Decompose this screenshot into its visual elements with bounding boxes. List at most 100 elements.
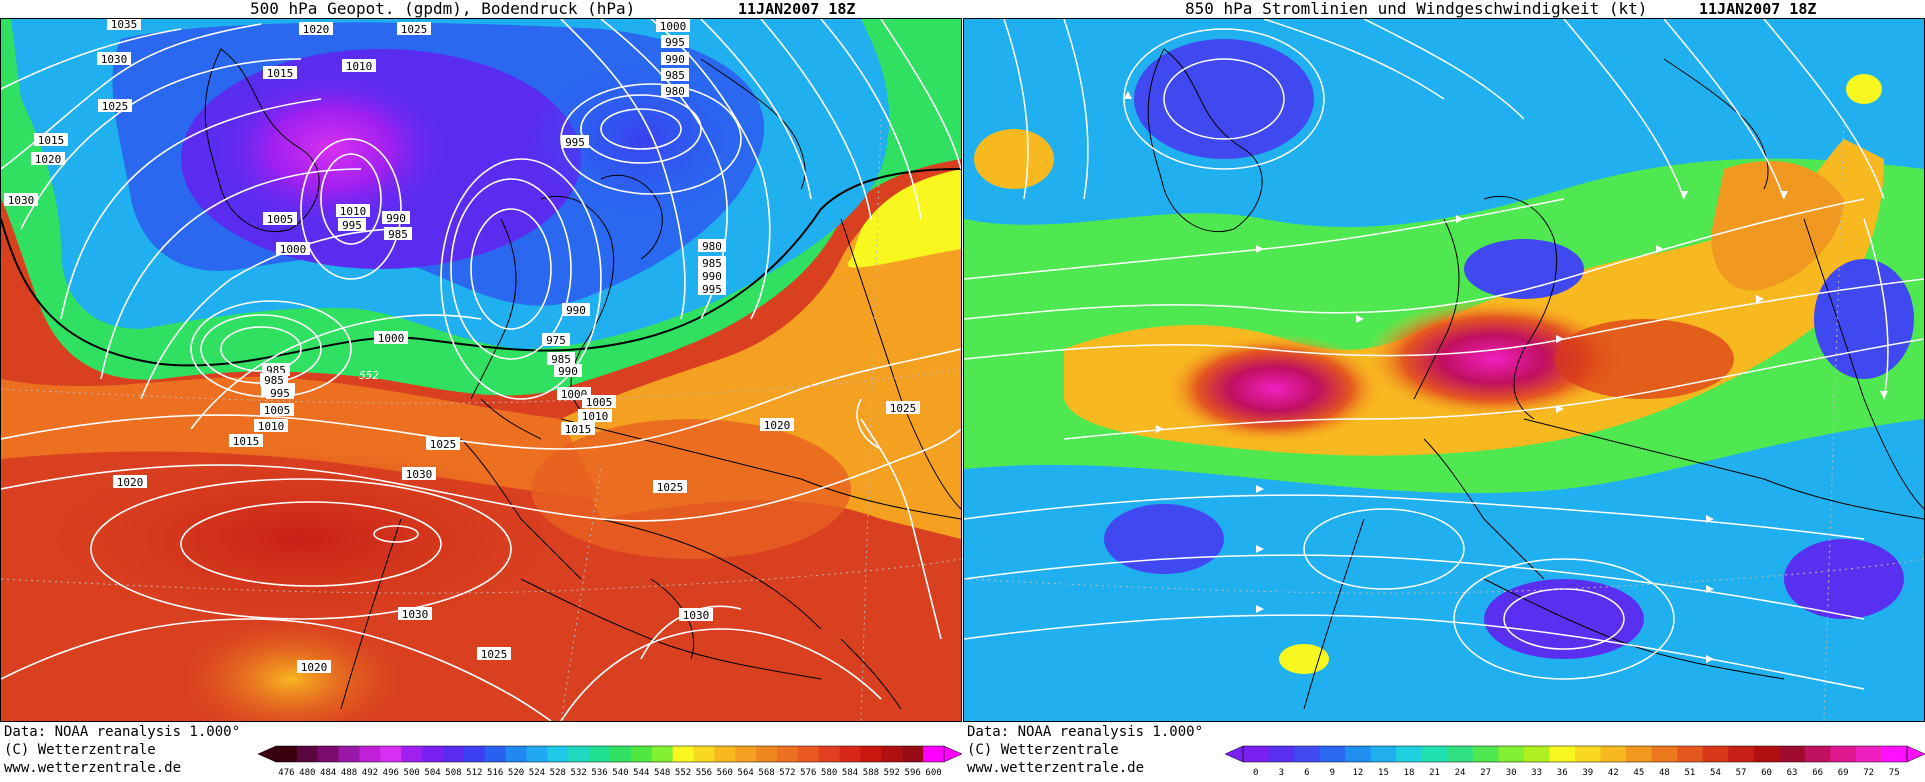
isobar-label: 1015 xyxy=(34,133,68,147)
isobar-label: 995 xyxy=(698,282,726,296)
isobar-label: 1010 xyxy=(336,204,370,218)
colorbar-tick-label: 504 xyxy=(424,768,440,778)
svg-text:1030: 1030 xyxy=(402,608,429,621)
colorbar-swatch xyxy=(568,746,590,762)
colorbar-tick-label: 48 xyxy=(1659,768,1670,778)
colorbar-swatch xyxy=(1702,746,1729,762)
colorbar-swatch xyxy=(1779,746,1806,762)
colorbar-tick-label: 488 xyxy=(341,768,357,778)
colorbar-tick-label: 27 xyxy=(1480,768,1491,778)
colorbar-swatch xyxy=(1728,746,1755,762)
colorbar-tick-label: 588 xyxy=(863,768,879,778)
geopotential-pressure-map: 1035 1020 1025 1000 995 990 985 980 1030… xyxy=(0,18,962,722)
svg-text:1000: 1000 xyxy=(561,388,588,401)
colorbar-swatch xyxy=(1804,746,1831,762)
isobar-label: 990 xyxy=(661,52,689,66)
svg-text:1025: 1025 xyxy=(890,402,917,415)
field-blue-low xyxy=(531,59,751,219)
website-link[interactable]: www.wetterzentrale.de xyxy=(4,760,182,776)
colorbar-swatch xyxy=(902,746,924,762)
wind-calm-4 xyxy=(1104,504,1224,574)
wind-jet-core-west xyxy=(1164,334,1384,444)
isobar-label: 1000 xyxy=(374,331,408,345)
colorbar-swatch xyxy=(1677,746,1704,762)
isobar-label: 1005 xyxy=(260,403,294,417)
colorbar-tick-label: 564 xyxy=(738,768,754,778)
colorbar-swatch xyxy=(1472,746,1499,762)
isobar-label: 1030 xyxy=(398,607,432,621)
colorbar-swatch xyxy=(359,746,381,762)
left-map-title: 500 hPa Geopot. (gpdm), Bodendruck (hPa) xyxy=(250,0,636,18)
field-yellow-band xyxy=(847,169,961,268)
colorbar-swatch xyxy=(672,746,694,762)
wind-jet-core-east xyxy=(1364,299,1624,419)
colorbar-swatch xyxy=(630,746,653,762)
colorbar-swatch xyxy=(1881,746,1908,762)
colorbar-tick-label: 600 xyxy=(925,768,941,778)
right-map-date: 11JAN2007 18Z xyxy=(1699,0,1817,18)
svg-text:995: 995 xyxy=(342,219,362,232)
data-source-text: Data: NOAA reanalysis 1.000° xyxy=(4,724,241,740)
svg-text:1010: 1010 xyxy=(582,410,609,423)
colorbar-swatch xyxy=(296,746,319,762)
colorbar-tick-label: 508 xyxy=(445,768,461,778)
colorbar-swatch xyxy=(380,746,402,762)
contour-552 xyxy=(1,168,961,367)
colorbar-swatch xyxy=(797,746,820,762)
colorbar-swatch xyxy=(1268,746,1295,762)
right-map-title: 850 hPa Stromlinien und Windgeschwindigk… xyxy=(1185,0,1648,18)
data-source-text: Data: NOAA reanalysis 1.000° xyxy=(967,724,1204,740)
colorbar-swatch xyxy=(1753,746,1780,762)
svg-text:1030: 1030 xyxy=(101,53,128,66)
svg-text:975: 975 xyxy=(546,334,566,347)
svg-text:1030: 1030 xyxy=(406,468,433,481)
colorbar-tick-label: 496 xyxy=(383,768,399,778)
graticule xyxy=(964,118,1924,721)
svg-text:995: 995 xyxy=(270,387,290,400)
website-link[interactable]: www.wetterzentrale.de xyxy=(967,760,1145,776)
colorbar-tick-label: 568 xyxy=(758,768,774,778)
field-mid-orange xyxy=(531,419,851,559)
isobar-label: 995 xyxy=(561,135,589,149)
svg-text:990: 990 xyxy=(702,270,722,283)
colorbar-tick-label: 36 xyxy=(1557,768,1568,778)
left-map-date: 11JAN2007 18Z xyxy=(738,0,856,18)
colorbar-swatch xyxy=(1830,746,1857,762)
isobar-label: 1015 xyxy=(263,66,297,80)
colorbar-tick-label: 66 xyxy=(1812,768,1823,778)
colorbar-tick-label: 556 xyxy=(696,768,712,778)
streamline-arrows xyxy=(1124,91,1888,663)
colorbar-tick-label: 528 xyxy=(550,768,566,778)
svg-text:995: 995 xyxy=(702,283,722,296)
isobar-label: 985 xyxy=(547,352,575,366)
colorbar-tick-label: 492 xyxy=(362,768,378,778)
colorbar-swatch xyxy=(651,746,674,762)
svg-text:985: 985 xyxy=(702,257,722,270)
colorbar-swatch xyxy=(714,746,736,762)
colorbar-tick-label: 536 xyxy=(591,768,607,778)
copyright-text: (C) Wetterzentrale xyxy=(967,742,1119,758)
svg-text:980: 980 xyxy=(665,85,685,98)
isobar-label: 990 xyxy=(698,269,726,283)
field-orange-spot xyxy=(181,619,401,721)
svg-text:1010: 1010 xyxy=(340,205,367,218)
isobar-label: 980 xyxy=(698,239,726,253)
isobar-label: 1005 xyxy=(582,395,616,409)
colorbar-tick-label: 512 xyxy=(466,768,482,778)
colorbar-tick-label: 0 xyxy=(1253,768,1258,778)
svg-text:1000: 1000 xyxy=(660,20,687,33)
isobar-label: 1020 xyxy=(113,475,147,489)
colorbar-swatch xyxy=(756,746,778,762)
colorbar-swatch xyxy=(923,746,945,762)
isobar-label: 995 xyxy=(338,218,366,232)
isobar-label: 995 xyxy=(661,35,689,49)
svg-text:1035: 1035 xyxy=(111,19,138,31)
colorbar-swatch xyxy=(505,746,527,762)
colorbar-tick-label: 42 xyxy=(1608,768,1619,778)
colorbar-swatch xyxy=(735,746,757,762)
svg-text:1010: 1010 xyxy=(346,60,373,73)
svg-text:1015: 1015 xyxy=(233,435,260,448)
colorbar-tick-label: 476 xyxy=(278,768,294,778)
svg-text:985: 985 xyxy=(551,353,571,366)
colorbar-swatch xyxy=(839,746,861,762)
